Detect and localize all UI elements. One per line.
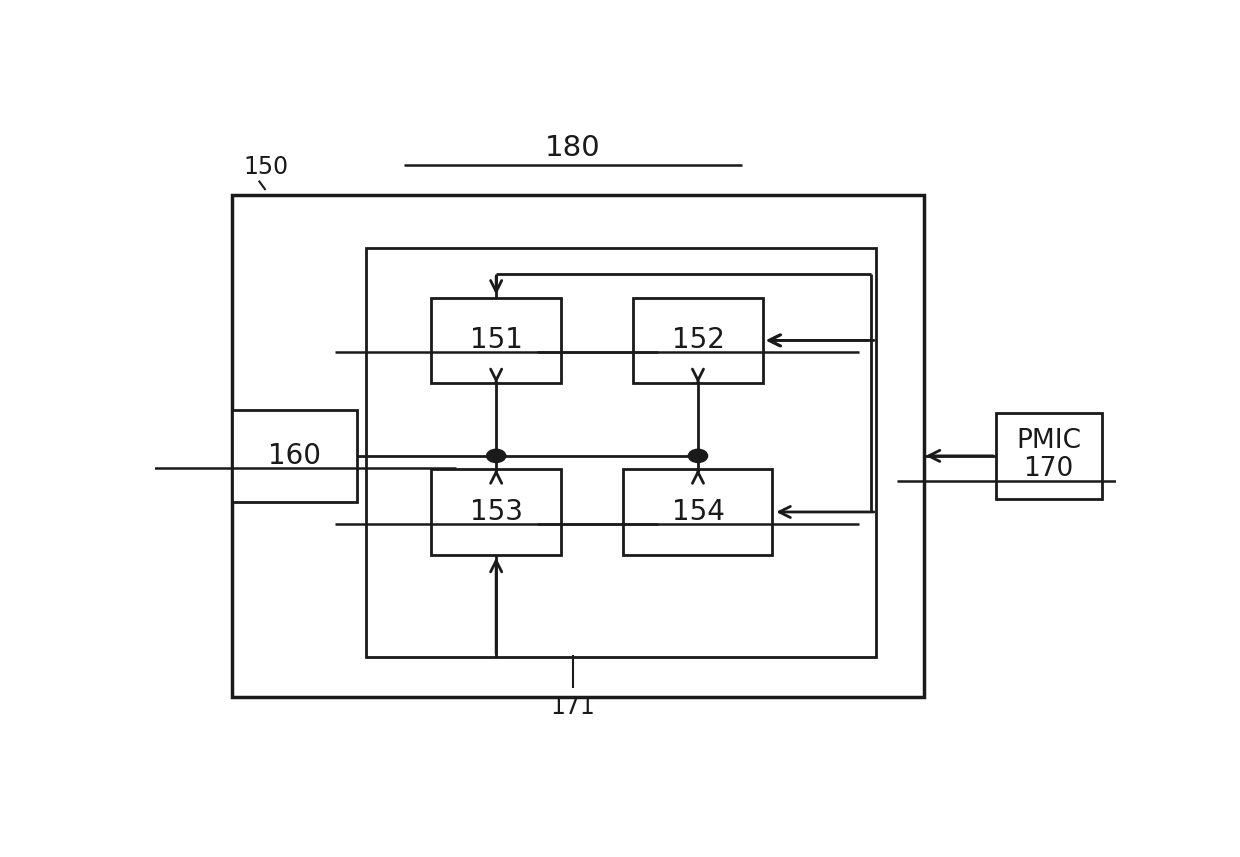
Text: 151: 151 [470,327,522,355]
Circle shape [486,449,506,463]
Text: 152: 152 [672,327,724,355]
Bar [232,410,357,502]
Text: 154: 154 [672,498,724,526]
Text: 171: 171 [551,695,595,719]
Bar [232,195,924,697]
Bar [996,413,1101,499]
Bar [634,297,763,383]
Text: PMIC: PMIC [1017,428,1081,454]
Text: 170: 170 [1023,456,1074,482]
Text: 160: 160 [268,442,321,470]
Bar [432,469,560,554]
Bar [624,469,773,554]
Text: 153: 153 [470,498,522,526]
Bar [432,297,560,383]
Text: 150: 150 [243,155,289,179]
Circle shape [688,449,708,463]
Bar [367,248,875,657]
Text: 180: 180 [546,135,601,162]
